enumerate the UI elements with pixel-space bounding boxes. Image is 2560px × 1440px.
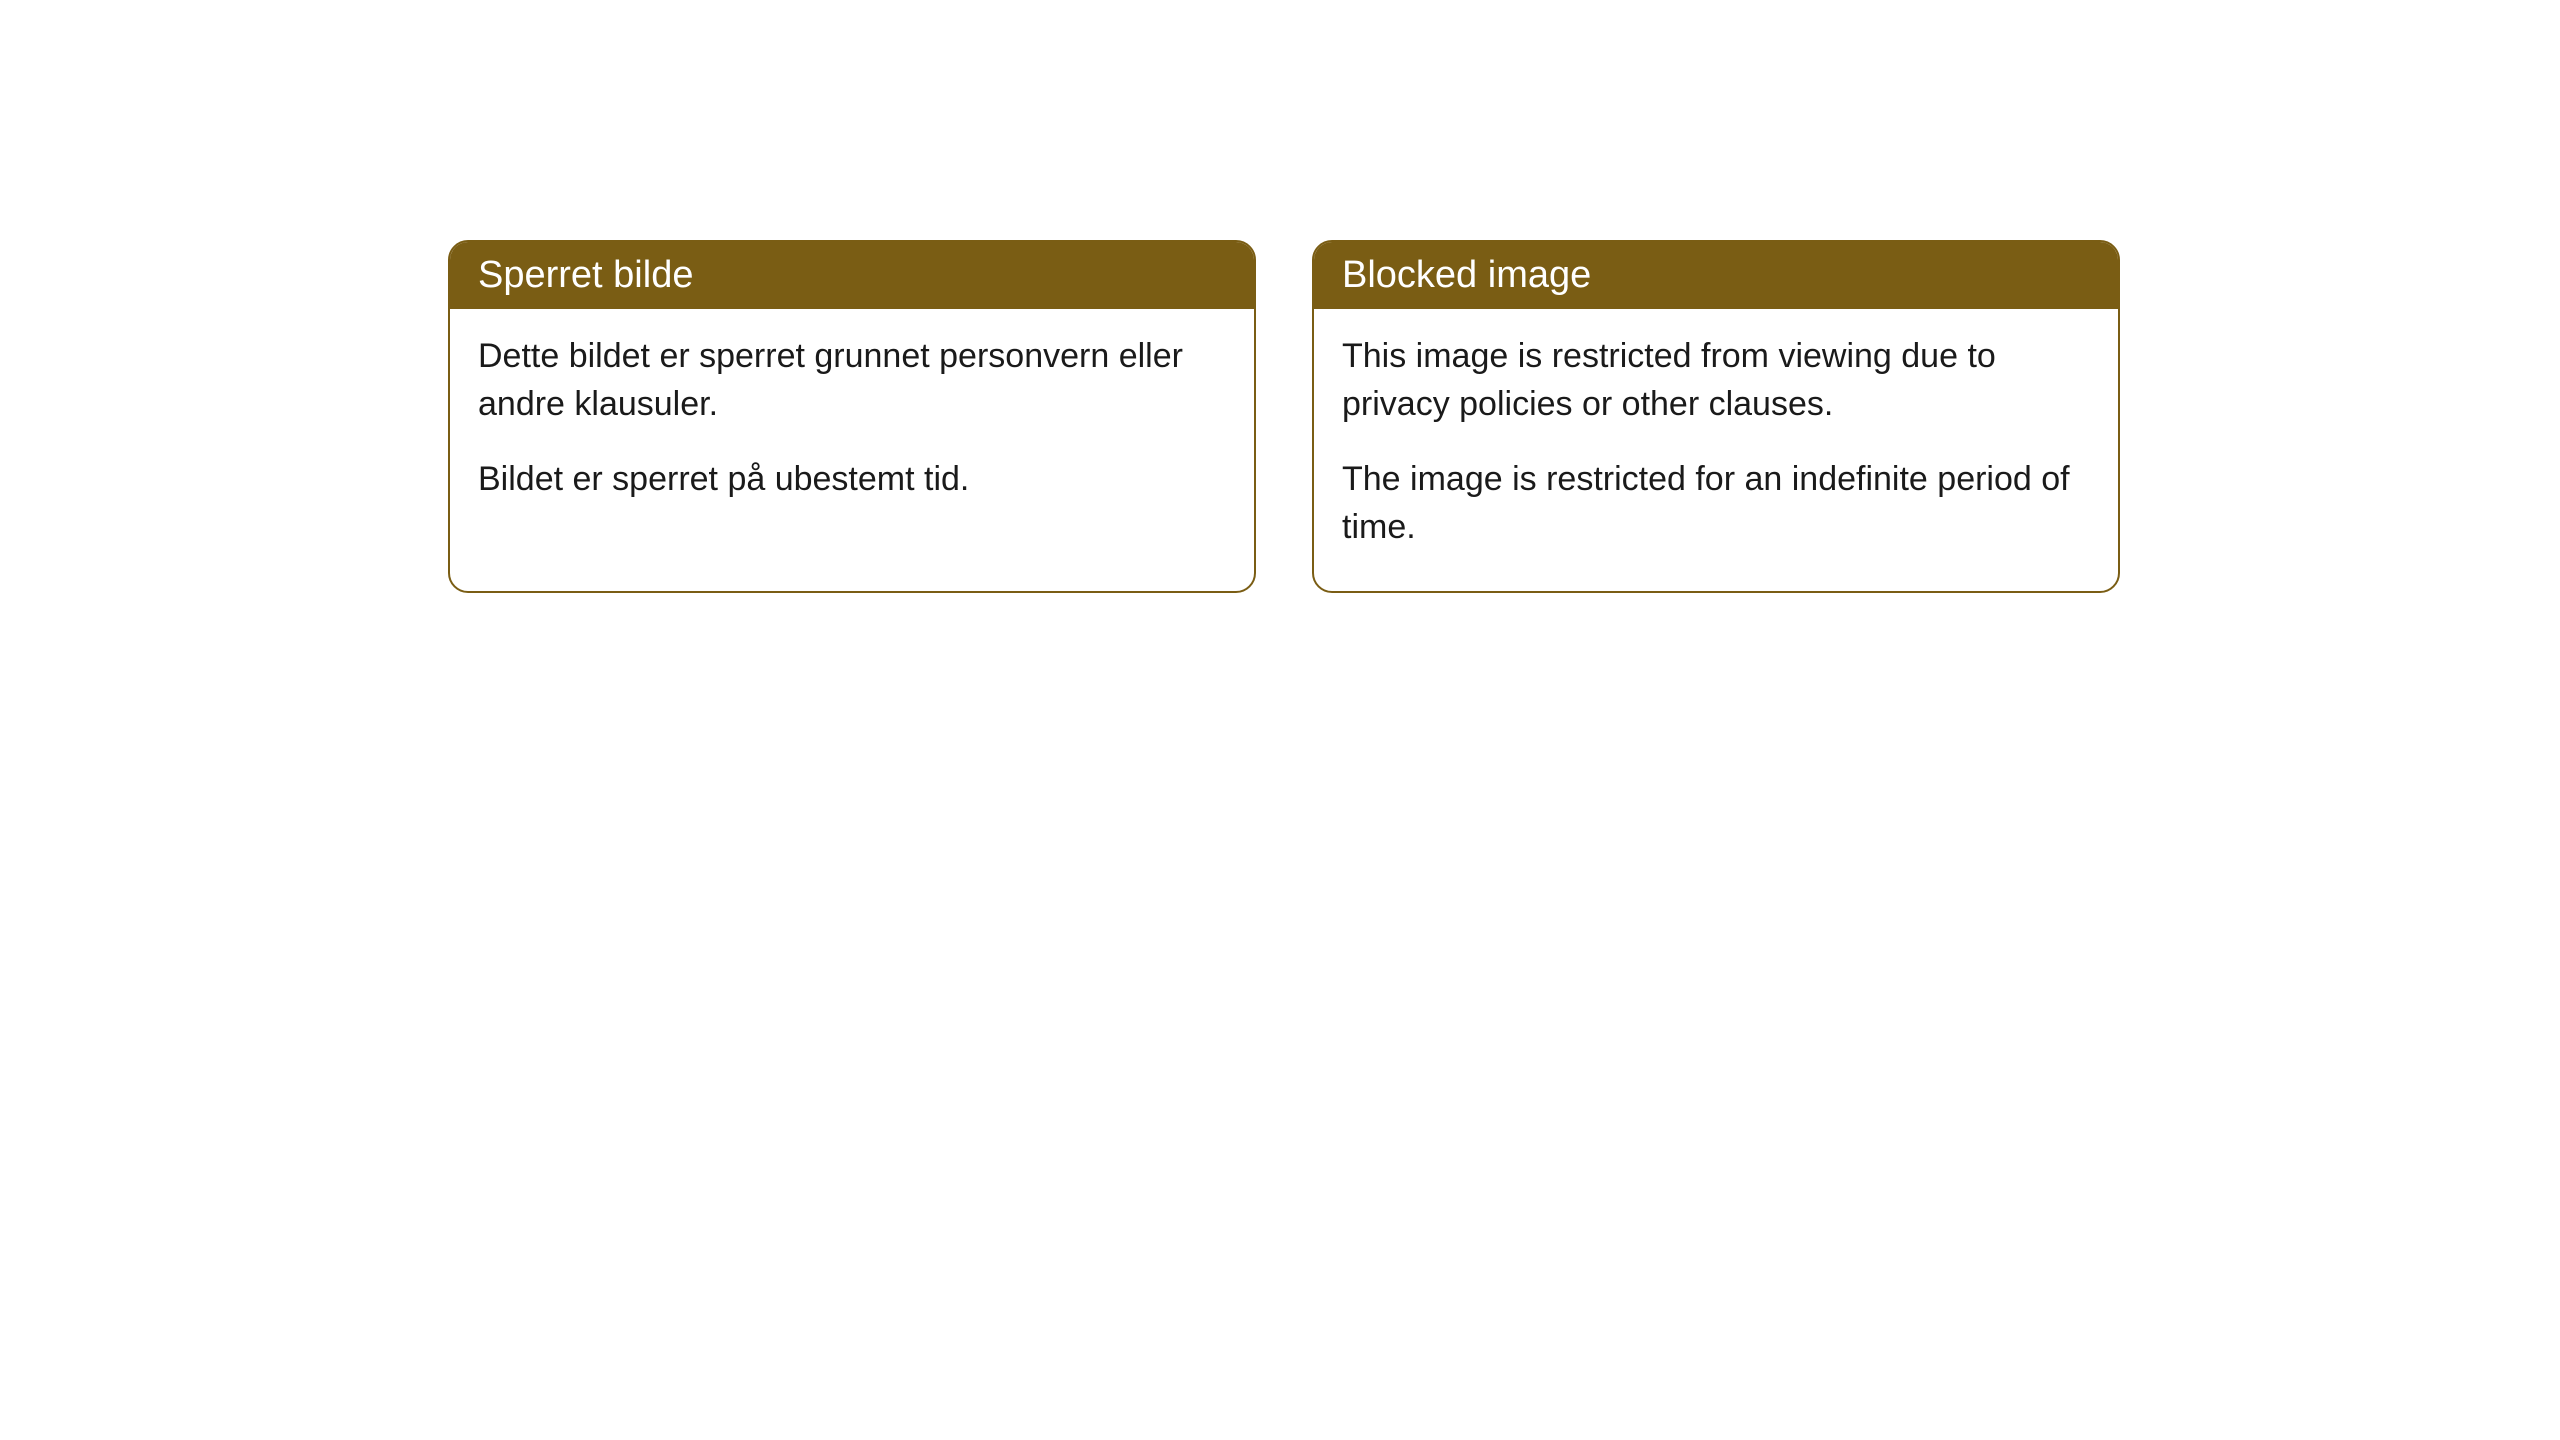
notice-paragraph: This image is restricted from viewing du… (1342, 333, 2090, 428)
notice-paragraph: The image is restricted for an indefinit… (1342, 456, 2090, 551)
notice-card-norwegian: Sperret bilde Dette bildet er sperret gr… (448, 240, 1256, 593)
card-body: Dette bildet er sperret grunnet personve… (450, 309, 1254, 544)
notice-paragraph: Bildet er sperret på ubestemt tid. (478, 456, 1226, 504)
card-title: Sperret bilde (478, 254, 693, 296)
card-body: This image is restricted from viewing du… (1314, 309, 2118, 591)
notice-paragraph: Dette bildet er sperret grunnet personve… (478, 333, 1226, 428)
card-title: Blocked image (1342, 254, 1591, 296)
card-header: Blocked image (1314, 242, 2118, 309)
notice-card-english: Blocked image This image is restricted f… (1312, 240, 2120, 593)
card-header: Sperret bilde (450, 242, 1254, 309)
notice-cards-container: Sperret bilde Dette bildet er sperret gr… (448, 240, 2560, 593)
